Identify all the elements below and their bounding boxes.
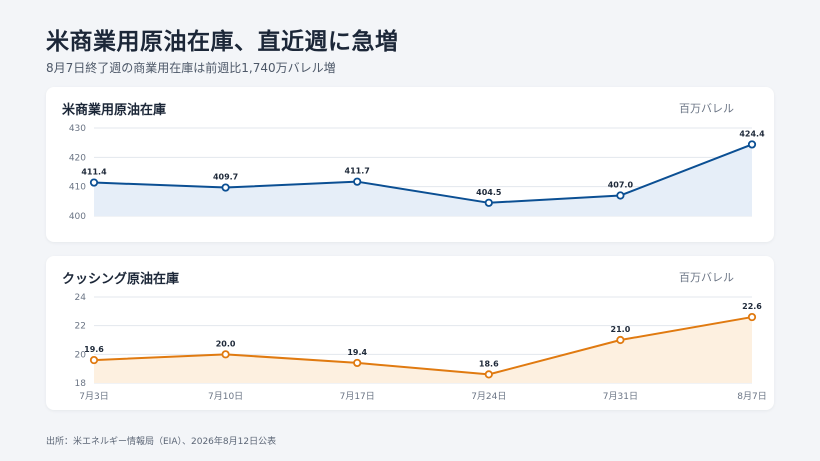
cushing-y-tick-label: 18: [75, 379, 87, 389]
commercial-y-tick-label: 400: [69, 212, 86, 222]
commercial-data-point: [89, 178, 99, 187]
commercial-data-label: 424.4: [739, 129, 765, 138]
cushing-data-point: [89, 355, 99, 365]
cushing-chart-title: クッシング原油在庫: [62, 272, 180, 287]
cushing-data-label: 20.0: [216, 339, 236, 348]
cushing-data-point: [484, 370, 493, 379]
commercial-data-point: [747, 140, 757, 149]
cushing-area: [94, 317, 752, 383]
cushing-data-point: [221, 350, 230, 359]
commercial-data-label: 407.0: [608, 180, 634, 189]
cushing-data-label: 21.0: [611, 325, 631, 334]
cushing-data-label: 22.6: [742, 302, 762, 311]
commercial-data-point: [353, 177, 362, 186]
cushing-data-label: 18.6: [479, 359, 499, 368]
commercial-chart-title: 米商業用原油在庫: [62, 103, 167, 118]
cushing-data-point: [747, 312, 757, 322]
page-subtitle: 8月7日終了週の商業用在庫は前週比1,740万バレル増: [46, 61, 336, 75]
commercial-y-tick-label: 430: [69, 124, 86, 134]
commercial-crude-card: 米商業用原油在庫 百万バレル 400 410 420 430 411.4 409.7 411…: [46, 87, 774, 242]
commercial-chart-unit: 百万バレル: [679, 102, 734, 115]
source-note: 出所：米エネルギー情報局（EIA）、2026年8月12日公表: [46, 437, 277, 447]
commercial-y-tick-label: 420: [69, 153, 86, 163]
commercial-data-label: 409.7: [213, 173, 238, 182]
cushing-x-tick-label: 7月24日: [471, 391, 506, 402]
commercial-data-label: 404.5: [476, 188, 502, 197]
cushing-x-tick-label: 7月17日: [340, 391, 375, 402]
cushing-x-tick-label: 7月10日: [208, 391, 243, 402]
commercial-crude-chart: 400 410 420 430 411.4 409.7 411.7 404.5 407.0 424…: [69, 124, 765, 222]
cushing-series-line: [93, 316, 753, 376]
cushing-chart-unit: 百万バレル: [679, 271, 734, 284]
cushing-crude-card: クッシング原油在庫 百万バレル 18 20 22 24 19.6 20.0 19.4 18.6…: [46, 256, 774, 410]
cushing-data-label: 19.6: [84, 345, 104, 354]
commercial-series-line: [93, 143, 753, 204]
cushing-crude-chart: 18 20 22 24 19.6 20.0 19.4 18.6 21.0 22.6 7月3日 7月10…: [75, 293, 767, 402]
cushing-data-point: [353, 358, 362, 368]
commercial-data-point: [484, 198, 493, 207]
commercial-area: [94, 144, 752, 216]
commercial-data-point: [221, 183, 230, 192]
cushing-y-tick-label: 24: [75, 293, 87, 303]
commercial-data-label: 411.7: [345, 167, 370, 176]
cushing-data-label: 19.4: [347, 348, 367, 357]
commercial-data-point: [616, 191, 625, 200]
commercial-y-tick-label: 410: [69, 183, 86, 193]
cushing-y-tick-label: 22: [75, 322, 86, 332]
commercial-data-label: 411.4: [81, 168, 107, 177]
page-title: 米商業用原油在庫、直近週に急増: [46, 29, 399, 55]
cushing-x-tick-label: 8月7日: [737, 391, 766, 402]
cushing-x-tick-label: 7月31日: [603, 391, 638, 402]
cushing-y-tick-label: 20: [75, 350, 87, 360]
cushing-data-point: [616, 335, 625, 345]
cushing-x-tick-label: 7月3日: [79, 391, 108, 402]
